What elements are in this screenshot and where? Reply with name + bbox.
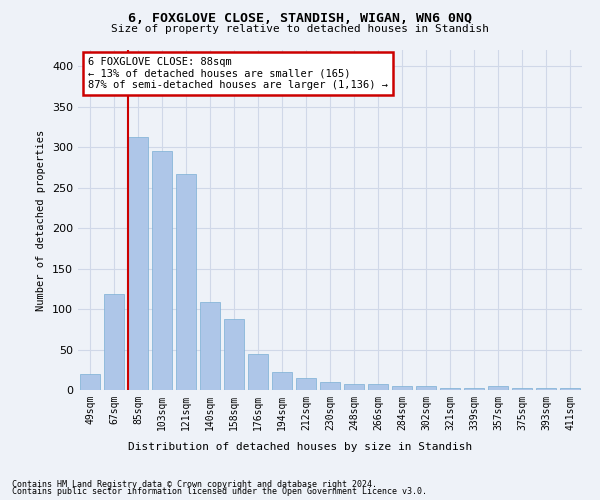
Text: 6, FOXGLOVE CLOSE, STANDISH, WIGAN, WN6 0NQ: 6, FOXGLOVE CLOSE, STANDISH, WIGAN, WN6 … — [128, 12, 472, 26]
Bar — [512, 388, 532, 390]
Bar — [128, 138, 148, 390]
Bar — [560, 388, 580, 390]
Bar — [176, 174, 196, 390]
Bar — [248, 354, 268, 390]
Bar — [368, 384, 388, 390]
Bar — [416, 386, 436, 390]
Text: Size of property relative to detached houses in Standish: Size of property relative to detached ho… — [111, 24, 489, 34]
Bar — [488, 386, 508, 390]
Bar — [80, 374, 100, 390]
Bar — [464, 388, 484, 390]
Y-axis label: Number of detached properties: Number of detached properties — [37, 130, 46, 310]
Bar — [272, 372, 292, 390]
Bar — [320, 382, 340, 390]
Bar — [344, 384, 364, 390]
Bar — [296, 378, 316, 390]
Text: Contains HM Land Registry data © Crown copyright and database right 2024.: Contains HM Land Registry data © Crown c… — [12, 480, 377, 489]
Bar — [392, 386, 412, 390]
Text: Distribution of detached houses by size in Standish: Distribution of detached houses by size … — [128, 442, 472, 452]
Text: 6 FOXGLOVE CLOSE: 88sqm
← 13% of detached houses are smaller (165)
87% of semi-d: 6 FOXGLOVE CLOSE: 88sqm ← 13% of detache… — [88, 57, 388, 90]
Bar — [200, 302, 220, 390]
Bar — [104, 294, 124, 390]
Bar — [536, 388, 556, 390]
Bar — [440, 388, 460, 390]
Bar — [224, 319, 244, 390]
Bar — [152, 151, 172, 390]
Text: Contains public sector information licensed under the Open Government Licence v3: Contains public sector information licen… — [12, 488, 427, 496]
